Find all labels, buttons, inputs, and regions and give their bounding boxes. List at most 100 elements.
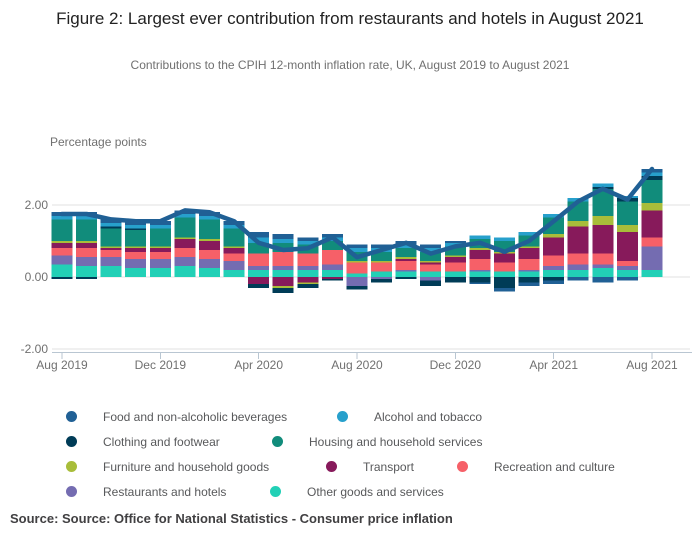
bar-segment [469,235,491,240]
bar-segment [149,248,171,252]
x-tick-label: Aug 2020 [331,358,383,372]
bar-segment [149,268,171,277]
bar-segment [346,286,368,290]
bar-segment [174,257,196,267]
bar-segment [51,242,73,249]
bar-segment [297,284,319,288]
y-tick-label: -2.00 [21,342,49,356]
bar-segment [198,268,220,277]
bar-segment [420,251,442,261]
bar-segment [346,273,368,277]
bar-segment [174,266,196,277]
bar-segment [518,271,540,277]
bar-segment [248,269,270,277]
bar-segment [346,277,368,286]
bar-segment [248,242,270,254]
bar-segment [469,250,491,259]
bar-segment [198,250,220,259]
bar-segment [641,176,663,180]
bar-segment [371,271,393,277]
bar-segment [567,264,589,270]
bar-segment [272,233,294,240]
bar-segment [592,253,614,265]
bar-segment [641,237,663,247]
bar-segment [493,241,515,252]
bar-segment [420,248,442,252]
bar-segment [444,257,466,263]
bar-segment [395,277,417,279]
bar-segment [272,266,294,270]
bar-segment [469,282,491,285]
bar-segment [100,266,122,277]
bar-segment [371,260,393,263]
bar-segment [125,228,147,231]
bar-segment [321,269,343,277]
bar-segment [297,241,319,245]
bar-segment [567,269,589,277]
bar-segment [518,246,540,249]
bar-segment [51,248,73,256]
bar-segment [543,255,565,267]
bar-segment [395,271,417,277]
bar-segment [469,248,491,250]
bar-segment [76,242,98,249]
bar-segment [444,246,466,256]
bar-segment [444,241,466,243]
bar-segment [272,277,294,286]
bar-segment [641,210,663,238]
bar-segment [76,219,98,241]
bar-segment [125,246,147,249]
chart-subtitle: Contributions to the CPIH 12-month infla… [130,58,570,72]
bar-segment [100,248,122,250]
bar-segment [395,257,417,259]
bar-segment [76,277,98,279]
bar-segment [567,277,589,281]
bar-segment [616,266,638,270]
bar-segment [567,226,589,254]
bar-segment [346,262,368,274]
bar-segment [149,228,171,247]
bar-segment [420,262,442,265]
bar-segment [592,224,614,254]
bar-segment [543,214,565,218]
bar-segment [567,221,589,227]
bar-segment [248,277,270,285]
bar-segment [641,203,663,211]
bar-segment [100,250,122,258]
bar-segment [174,214,196,218]
bar-segment [248,284,270,288]
bar-segment [616,277,638,281]
bar-segment [198,215,220,220]
bar-segment [444,271,466,277]
bar-segment [174,237,196,240]
bar-segment [297,237,319,241]
axis-unit-label: Percentage points [50,135,147,149]
bar-segment [125,248,147,252]
bar-segment [223,228,245,247]
bar-segment [272,287,294,294]
bar-segment [469,277,491,283]
bar-segment [248,266,270,270]
bar-segment [469,271,491,277]
bar-segment [125,230,147,247]
bar-segment [493,277,515,288]
bar-segment [76,215,98,220]
bar-segment [616,224,638,232]
bar-segment [321,277,343,279]
bar-segment [371,251,393,261]
bar-segment [51,264,73,277]
bar-segment [272,239,294,243]
bar-segment [518,282,540,286]
bar-segment [100,226,122,229]
bar-segment [198,239,220,241]
bar-segment [51,255,73,265]
bar-segment [272,286,294,288]
bar-segment [174,248,196,258]
bar-segment [125,268,147,277]
bar-segment [100,246,122,249]
bar-segment [51,277,73,279]
bar-segment [543,269,565,277]
bar-segment [371,262,393,272]
bar-segment [223,269,245,277]
bar-segment [76,248,98,258]
